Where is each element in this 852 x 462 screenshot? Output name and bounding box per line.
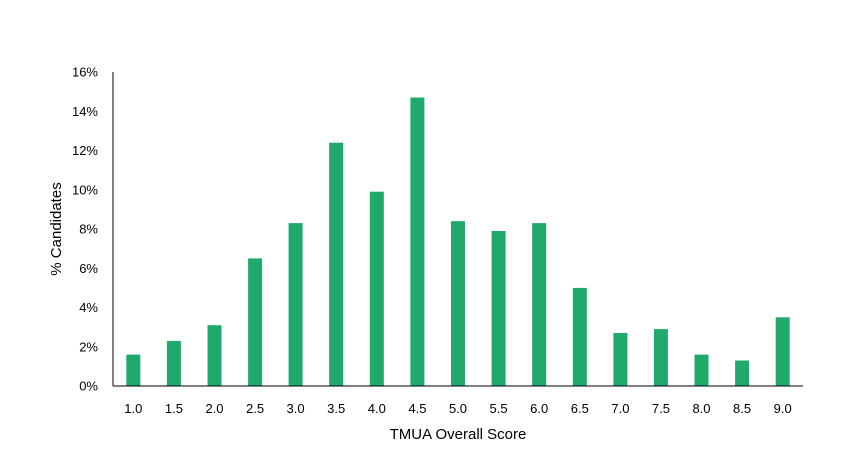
bar-6.5 <box>572 287 587 386</box>
y-tick-label: 8% <box>79 222 98 237</box>
y-tick-label: 2% <box>79 339 98 354</box>
x-tick-label: 7.0 <box>611 401 629 416</box>
bar-2.5 <box>248 258 263 386</box>
bar-6.0 <box>532 223 547 386</box>
x-tick-label: 8.5 <box>733 401 751 416</box>
x-tick-label: 3.5 <box>327 401 345 416</box>
bar-5.0 <box>451 221 465 386</box>
bar-8.0 <box>694 354 709 386</box>
x-tick-label: 8.0 <box>692 401 710 416</box>
y-tick-label: 12% <box>72 143 98 158</box>
x-tick-label: 7.5 <box>652 401 670 416</box>
x-tick-label: 5.5 <box>490 401 508 416</box>
y-tick-label: 0% <box>79 379 98 394</box>
x-tick-label: 9.0 <box>774 401 792 416</box>
y-axis-title: % Candidates <box>48 182 65 275</box>
x-tick-label: 4.0 <box>368 401 386 416</box>
y-tick-label: 4% <box>79 300 98 315</box>
x-tick-labels: 1.0 1.5 2.0 2.5 3.0 3.5 4.0 4.5 5.0 5.5 6.0 6.5 7.0 7… <box>124 401 791 416</box>
x-tick-label: 6.0 <box>530 401 548 416</box>
x-tick-label: 2.5 <box>246 401 264 416</box>
bar-8.5 <box>735 360 750 386</box>
x-tick-label: 1.5 <box>165 401 183 416</box>
y-tick-label: 10% <box>72 182 98 197</box>
y-tick-labels: 0% 2% 4% 6% 8% 10% 12% 14% 16% <box>72 65 98 394</box>
x-tick-label: 1.0 <box>124 401 142 416</box>
bar-4.5 <box>410 97 425 386</box>
bar-7.5 <box>653 329 668 386</box>
bar-2.0 <box>207 325 222 386</box>
bar-1.5 <box>166 340 181 386</box>
bar-3.0 <box>288 223 303 386</box>
bar-4.0 <box>369 191 384 386</box>
bar-9.0 <box>775 317 790 386</box>
bars-group <box>126 97 790 386</box>
y-tick-label: 14% <box>72 104 98 119</box>
x-tick-label: 5.0 <box>449 401 467 416</box>
x-tick-label: 2.0 <box>205 401 223 416</box>
y-tick-label: 6% <box>79 261 98 276</box>
bar-5.5 <box>491 231 506 386</box>
x-axis-title: TMUA Overall Score <box>390 426 527 443</box>
x-tick-label: 4.5 <box>408 401 426 416</box>
bar-3.5 <box>329 142 344 386</box>
y-tick-label: 16% <box>72 65 98 80</box>
bar-7.0 <box>613 333 628 386</box>
x-tick-label: 3.0 <box>287 401 305 416</box>
bar-1.0 <box>126 354 141 386</box>
x-tick-label: 6.5 <box>571 401 589 416</box>
